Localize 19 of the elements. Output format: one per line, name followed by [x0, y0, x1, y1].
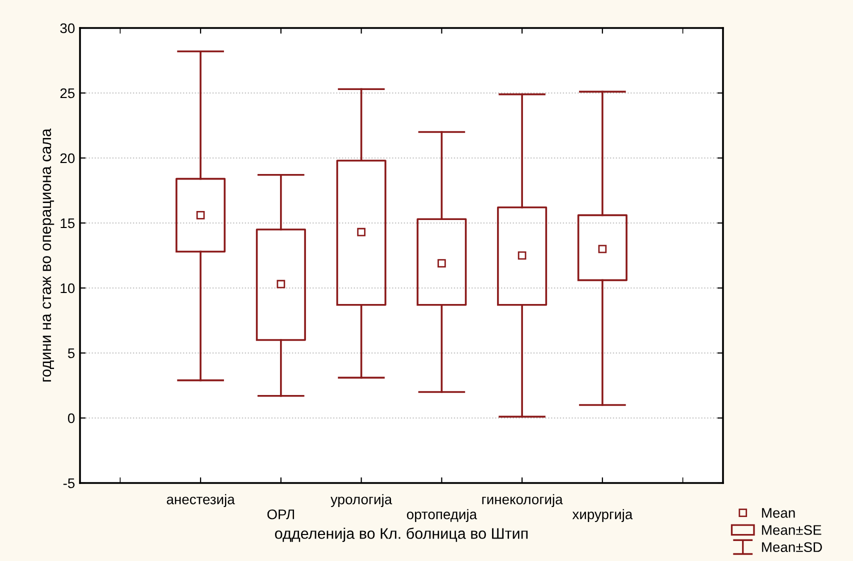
y-tick-label: 0 — [68, 413, 75, 424]
y-tick-label: 5 — [68, 348, 75, 358]
y-tick-label: 25 — [60, 88, 75, 98]
legend-label: Mean±SE — [762, 525, 822, 535]
y-axis-title: години на стаж во операциона сала — [42, 128, 54, 382]
x-tick-label: хирургија — [572, 509, 633, 522]
x-tick-label: гинекологија — [482, 494, 563, 508]
y-tick-label: 15 — [60, 218, 75, 228]
x-tick-label: урологија — [330, 494, 392, 508]
text: Mean — [762, 508, 795, 518]
x-tick-label: анестезија — [166, 494, 235, 508]
x-tick-label: ОРЛ — [267, 509, 294, 520]
y-tick-label: -5 — [63, 478, 75, 488]
x-axis-title: одделенија во Кл. болница во Штип — [275, 528, 528, 542]
y-tick-label: 10 — [60, 283, 75, 294]
x-tick-label: ортопедија — [406, 509, 478, 522]
y-tick-label: 30 — [60, 23, 75, 34]
y-tick-label: 20 — [60, 153, 75, 164]
text: Mean±SD — [762, 542, 822, 552]
